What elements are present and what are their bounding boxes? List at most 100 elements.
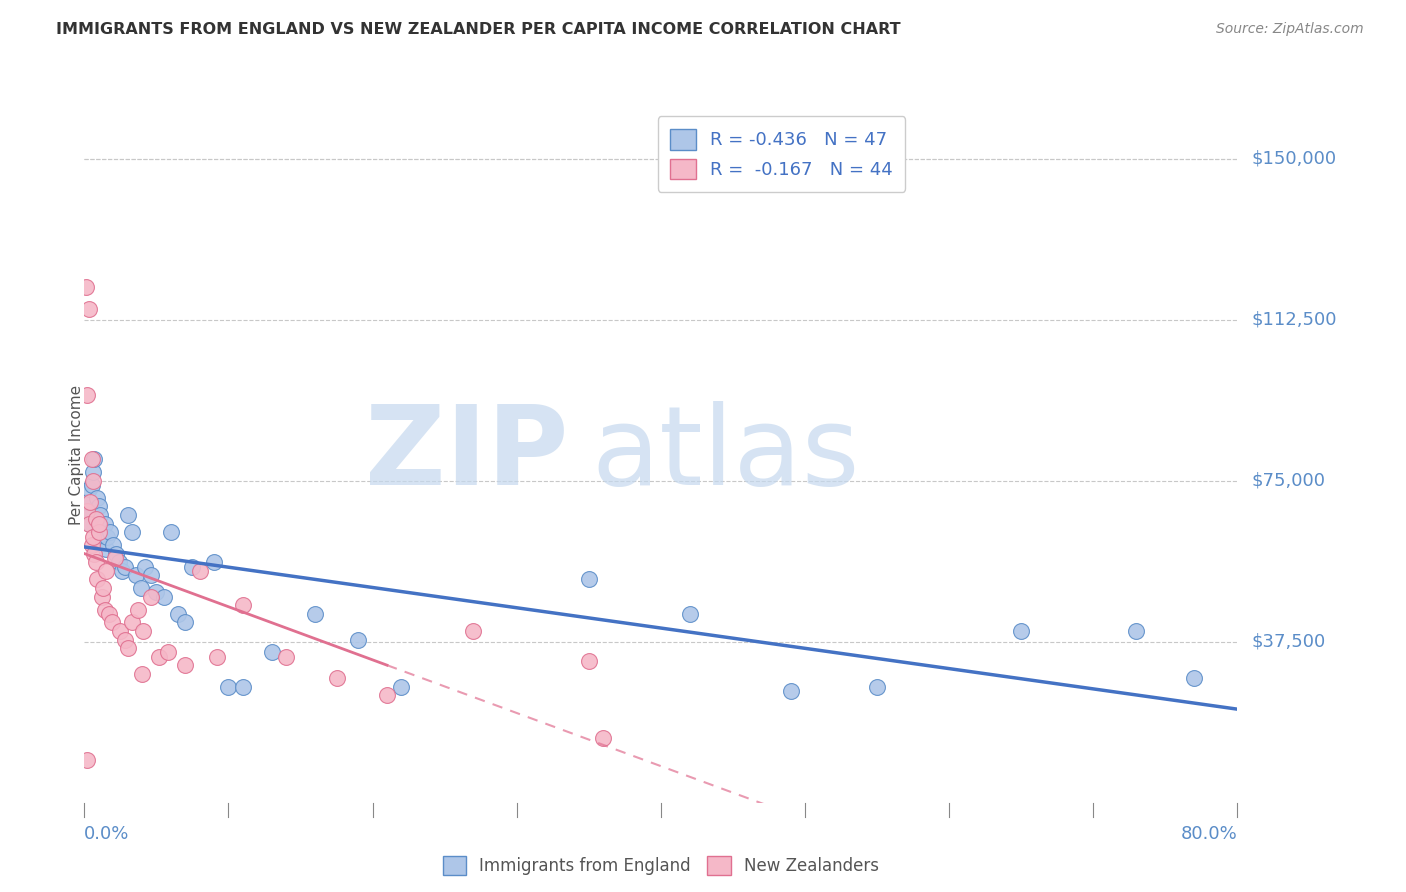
Point (391, 680, 413, 694)
Point (80, 478, 103, 492)
Point (217, 680, 239, 694)
Point (105, 547, 128, 561)
Point (1010, 624, 1032, 638)
Text: $75,000: $75,000 (1251, 472, 1326, 490)
Point (96, 529, 118, 543)
Point (76, 495, 98, 509)
Point (104, 551, 127, 566)
Point (131, 667, 153, 681)
Point (274, 649, 298, 664)
Legend: Immigrants from England, New Zealanders: Immigrants from England, New Zealanders (433, 846, 889, 885)
Point (94, 564, 117, 578)
Point (779, 684, 801, 698)
Point (82, 529, 104, 543)
Point (100, 615, 122, 630)
Point (678, 607, 700, 621)
Point (80, 452, 103, 467)
Point (202, 555, 225, 569)
Point (77, 516, 100, 531)
Point (103, 538, 124, 552)
Text: Source: ZipAtlas.com: Source: ZipAtlas.com (1216, 22, 1364, 37)
Point (97, 607, 120, 621)
Point (174, 658, 197, 673)
Point (232, 599, 254, 613)
Point (108, 555, 131, 569)
Point (117, 508, 139, 522)
Point (347, 632, 370, 647)
Point (94, 542, 117, 557)
Point (129, 581, 152, 595)
Point (121, 615, 143, 630)
Point (89, 508, 111, 522)
Point (578, 654, 600, 668)
Point (82, 474, 104, 488)
Y-axis label: Per Capita Income: Per Capita Income (69, 384, 83, 525)
Point (1125, 624, 1147, 638)
Point (86, 491, 108, 505)
Text: IMMIGRANTS FROM ENGLAND VS NEW ZEALANDER PER CAPITA INCOME CORRELATION CHART: IMMIGRANTS FROM ENGLAND VS NEW ZEALANDER… (56, 22, 901, 37)
Point (578, 573, 600, 587)
Text: $37,500: $37,500 (1251, 632, 1326, 651)
Point (132, 624, 155, 638)
Point (110, 624, 132, 638)
Point (304, 607, 326, 621)
Point (87, 500, 110, 514)
Point (156, 645, 179, 659)
Point (121, 525, 143, 540)
Point (79, 495, 101, 509)
Point (77, 301, 100, 316)
Point (87, 525, 110, 540)
Point (76, 504, 98, 518)
Point (79, 516, 101, 531)
Point (174, 615, 197, 630)
Point (205, 649, 228, 664)
Point (127, 602, 149, 616)
Text: $112,500: $112,500 (1251, 310, 1337, 328)
Point (260, 645, 283, 659)
Point (139, 568, 162, 582)
Point (76, 753, 98, 767)
Point (117, 641, 139, 656)
Point (114, 632, 136, 647)
Point (114, 559, 136, 574)
Text: atlas: atlas (592, 401, 860, 508)
Point (375, 689, 398, 703)
Point (98, 525, 121, 540)
Point (325, 671, 347, 685)
Point (82, 465, 104, 479)
Point (232, 680, 254, 694)
Point (90, 590, 112, 604)
Text: 0.0%: 0.0% (84, 825, 129, 843)
Point (87, 516, 110, 531)
Point (111, 564, 134, 578)
Point (77, 483, 100, 497)
Point (188, 564, 211, 578)
Point (181, 559, 204, 574)
Point (83, 452, 105, 467)
Point (592, 731, 614, 746)
Point (86, 573, 108, 587)
Point (84, 555, 107, 569)
Point (75, 504, 97, 518)
Point (167, 607, 190, 621)
Point (866, 680, 889, 694)
Point (152, 590, 174, 604)
Point (91, 533, 114, 548)
Text: 80.0%: 80.0% (1181, 825, 1237, 843)
Point (83, 547, 105, 561)
Point (80, 538, 103, 552)
Point (125, 568, 148, 582)
Point (75, 280, 97, 294)
Point (76, 388, 98, 402)
Point (93, 516, 115, 531)
Text: $150,000: $150,000 (1251, 150, 1337, 168)
Point (139, 590, 162, 604)
Point (84, 512, 107, 526)
Point (93, 602, 115, 616)
Text: ZIP: ZIP (366, 401, 568, 508)
Point (148, 649, 170, 664)
Point (1182, 671, 1205, 685)
Point (160, 525, 183, 540)
Point (134, 559, 156, 574)
Point (90, 521, 112, 535)
